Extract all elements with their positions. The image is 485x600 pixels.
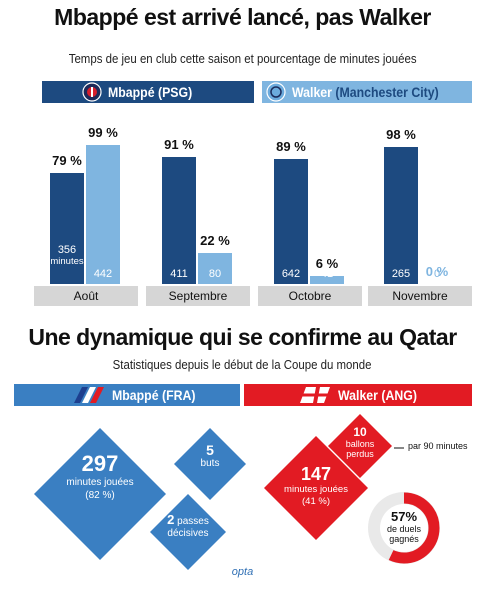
diamonds-graphic — [34, 414, 440, 570]
bar-walker-1 — [198, 253, 232, 284]
walker-duels-value: 57% — [390, 509, 418, 524]
month-label-3: Novembre — [368, 286, 472, 306]
legend-england: Walker (ANG) — [244, 384, 472, 406]
bar-mbappe-0 — [50, 173, 84, 284]
mbappe-passes-value: 2 — [167, 512, 175, 527]
minutes-label-walker-1: 80 — [208, 268, 222, 280]
duels-ring-arc — [368, 492, 440, 564]
bar-mbappe-1 — [162, 156, 196, 284]
walker-duels-text: 57% de duels gagnés — [380, 509, 428, 545]
per90-note: par 90 minutes — [408, 441, 468, 451]
mbappe-buts-label: buts — [200, 458, 220, 469]
monthly-bar-chart: 79 % 99 % 356 minutes 442 Août 91 % 22 % 411 80 Se… — [0, 110, 485, 310]
legend-mbappe-label: Mbappé (PSG) — [108, 84, 193, 100]
walker-ballons-diamond — [328, 414, 392, 478]
walker-ballons-text: 10 ballons perdus — [338, 425, 382, 460]
mbappe-passes-label-1: passes — [177, 516, 209, 527]
psg-crest-icon — [82, 82, 102, 102]
mbappe-passes-text: 2 passes décisives — [162, 512, 214, 540]
england-flag-icon — [300, 387, 330, 403]
minutes-label-walker-0: 442 — [93, 268, 113, 280]
minutes-label-mbappe-0: 356 minutes — [50, 244, 84, 268]
walker-minutes-label: minutes jouées — [284, 484, 348, 495]
minutes-label-mbappe-1: 411 — [170, 268, 188, 280]
legend-france: Mbappé (FRA) — [14, 384, 240, 406]
mbappe-passes-diamond — [150, 494, 226, 570]
bar-walker-0 — [86, 145, 120, 284]
mbappe-minutes-value: 297 — [81, 451, 119, 476]
mbappe-buts-value: 5 — [206, 442, 214, 458]
walker-duels-label-1: de duels — [386, 524, 422, 534]
walker-minutes-diamond — [264, 436, 368, 540]
pct-label-walker-1: 22 % — [200, 233, 230, 249]
legend-england-label: Walker (ANG) — [338, 387, 417, 403]
duels-ring-center — [380, 504, 428, 552]
bar-mbappe-3 — [384, 146, 418, 284]
pct-label-walker-2: 6 % — [315, 255, 339, 271]
minutes-label-mbappe-2: 642 — [281, 268, 301, 280]
legend-walker-club: (Manchester City) — [335, 84, 439, 100]
minutes-label-mbappe-3: 265 — [391, 268, 411, 280]
bar-walker-2 — [310, 275, 344, 284]
pct-label-mbappe-1: 91 % — [164, 136, 194, 152]
pct-label-walker-3: 0 % — [425, 264, 449, 279]
month-label-1: Septembre — [146, 286, 250, 306]
pct-label-mbappe-3: 98 % — [386, 126, 416, 142]
minutes-label-walker-2: 41 — [320, 268, 334, 280]
section2-title: Une dynamique qui se confirme au Qatar — [28, 324, 457, 350]
legend-mbappe: Mbappé (PSG) — [42, 81, 254, 103]
mbappe-minutes-diamond — [34, 428, 166, 560]
minutes-value-mbappe-0: 356 — [57, 244, 77, 256]
mbappe-minutes-pct: (82 %) — [85, 490, 115, 501]
mbappe-minutes-text: 297 minutes jouées (82 %) — [50, 452, 150, 502]
mbappe-minutes-label: minutes jouées — [66, 477, 134, 488]
legend-walker-name: Walker — [292, 84, 332, 100]
legend-walker: Walker (Manchester City) — [262, 81, 472, 103]
walker-minutes-pct: (41 %) — [302, 496, 330, 507]
walker-ballons-label-2: perdus — [346, 449, 374, 459]
mbappe-buts-diamond — [174, 428, 246, 500]
pct-label-mbappe-2: 89 % — [276, 139, 306, 155]
month-label-2: Octobre — [258, 286, 362, 306]
walker-duels-label-2: gagnés — [389, 534, 419, 544]
walker-ballons-value: 10 — [353, 425, 367, 439]
section2-subtitle: Statistiques depuis le début de la Coupe… — [113, 357, 372, 372]
walker-minutes-value: 147 — [300, 464, 332, 484]
mbappe-passes-label-2: décisives — [167, 528, 209, 539]
walker-minutes-text: 147 minutes jouées (41 %) — [276, 464, 356, 508]
pct-label-mbappe-0: 79 % — [52, 153, 82, 169]
walker-ballons-label-1: ballons — [345, 439, 375, 449]
mbappe-buts-text: 5 buts — [190, 443, 230, 470]
pct-label-walker-0: 99 % — [88, 125, 118, 141]
france-flag-icon — [74, 387, 104, 403]
legend-france-label: Mbappé (FRA) — [112, 387, 196, 403]
source-opta: opta — [231, 566, 254, 578]
man-city-crest-icon — [266, 82, 286, 102]
bar-mbappe-2 — [274, 159, 308, 284]
minutes-label-walker-3: 0 — [433, 268, 441, 280]
main-subtitle: Temps de jeu en club cette saison et pou… — [68, 51, 417, 66]
main-title: Mbappé est arrivé lancé, pas Walker — [54, 4, 431, 30]
month-label-0: Août — [34, 286, 138, 306]
minutes-unit-label: minutes — [50, 256, 84, 267]
